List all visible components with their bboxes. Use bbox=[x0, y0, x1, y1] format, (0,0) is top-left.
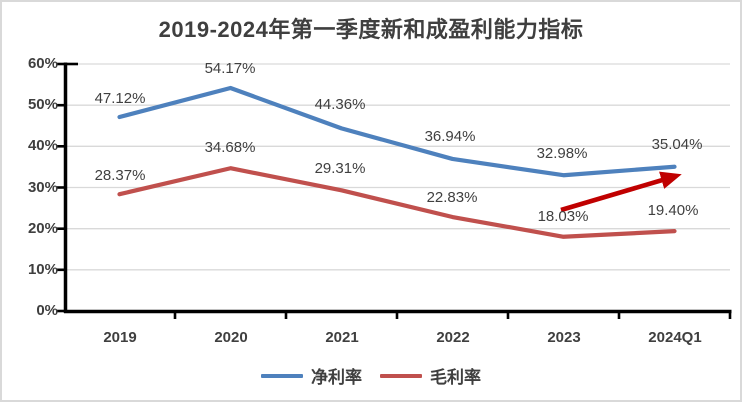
data-label-net: 35.04% bbox=[651, 136, 703, 153]
gridlines bbox=[64, 63, 730, 271]
net-margin-swatch-icon bbox=[261, 373, 303, 378]
data-label-net: 44.36% bbox=[314, 96, 366, 113]
x-tick-label: 2024Q1 bbox=[648, 329, 702, 346]
x-axis-ticks bbox=[173, 313, 732, 319]
y-tick-label: 0% bbox=[36, 302, 58, 319]
data-label-gross: 28.37% bbox=[94, 167, 146, 184]
x-tick-label: 2020 bbox=[214, 329, 248, 346]
data-label-gross: 22.83% bbox=[426, 189, 478, 206]
y-tick-label: 10% bbox=[27, 261, 58, 278]
net-margin-line bbox=[117, 85, 677, 178]
legend-item-net-margin[interactable]: 净利率 bbox=[261, 363, 362, 388]
y-tick-label: 60% bbox=[27, 55, 58, 72]
y-tick-label: 20% bbox=[27, 220, 58, 237]
y-tick-label: 40% bbox=[27, 137, 58, 154]
y-tick-label: 30% bbox=[27, 179, 58, 196]
gross-margin-swatch-icon bbox=[380, 373, 422, 378]
legend-label: 毛利率 bbox=[430, 368, 481, 387]
axes bbox=[63, 62, 732, 314]
legend: 净利率 毛利率 bbox=[2, 363, 740, 388]
data-label-gross: 18.03% bbox=[537, 208, 589, 225]
gross-margin-line bbox=[117, 166, 677, 239]
x-tick-label: 2021 bbox=[325, 329, 359, 346]
x-tick-label: 2023 bbox=[547, 329, 581, 346]
y-axis-ticks bbox=[56, 62, 78, 313]
data-label-net: 32.98% bbox=[536, 145, 588, 162]
y-tick-label: 50% bbox=[27, 96, 58, 113]
legend-item-gross-margin[interactable]: 毛利率 bbox=[380, 363, 481, 388]
data-label-net: 54.17% bbox=[204, 60, 256, 77]
data-label-gross: 29.31% bbox=[314, 160, 366, 177]
chart-title: 2019-2024年第一季度新和成盈利能力指标 bbox=[158, 17, 584, 42]
data-label-gross: 34.68% bbox=[204, 139, 256, 156]
data-label-net: 47.12% bbox=[94, 90, 146, 107]
data-label-gross: 19.40% bbox=[647, 202, 699, 219]
trend-arrow bbox=[560, 171, 682, 213]
data-label-net: 36.94% bbox=[424, 128, 476, 145]
legend-label: 净利率 bbox=[311, 368, 362, 387]
x-tick-label: 2022 bbox=[436, 329, 470, 346]
x-tick-label: 2019 bbox=[103, 329, 137, 346]
